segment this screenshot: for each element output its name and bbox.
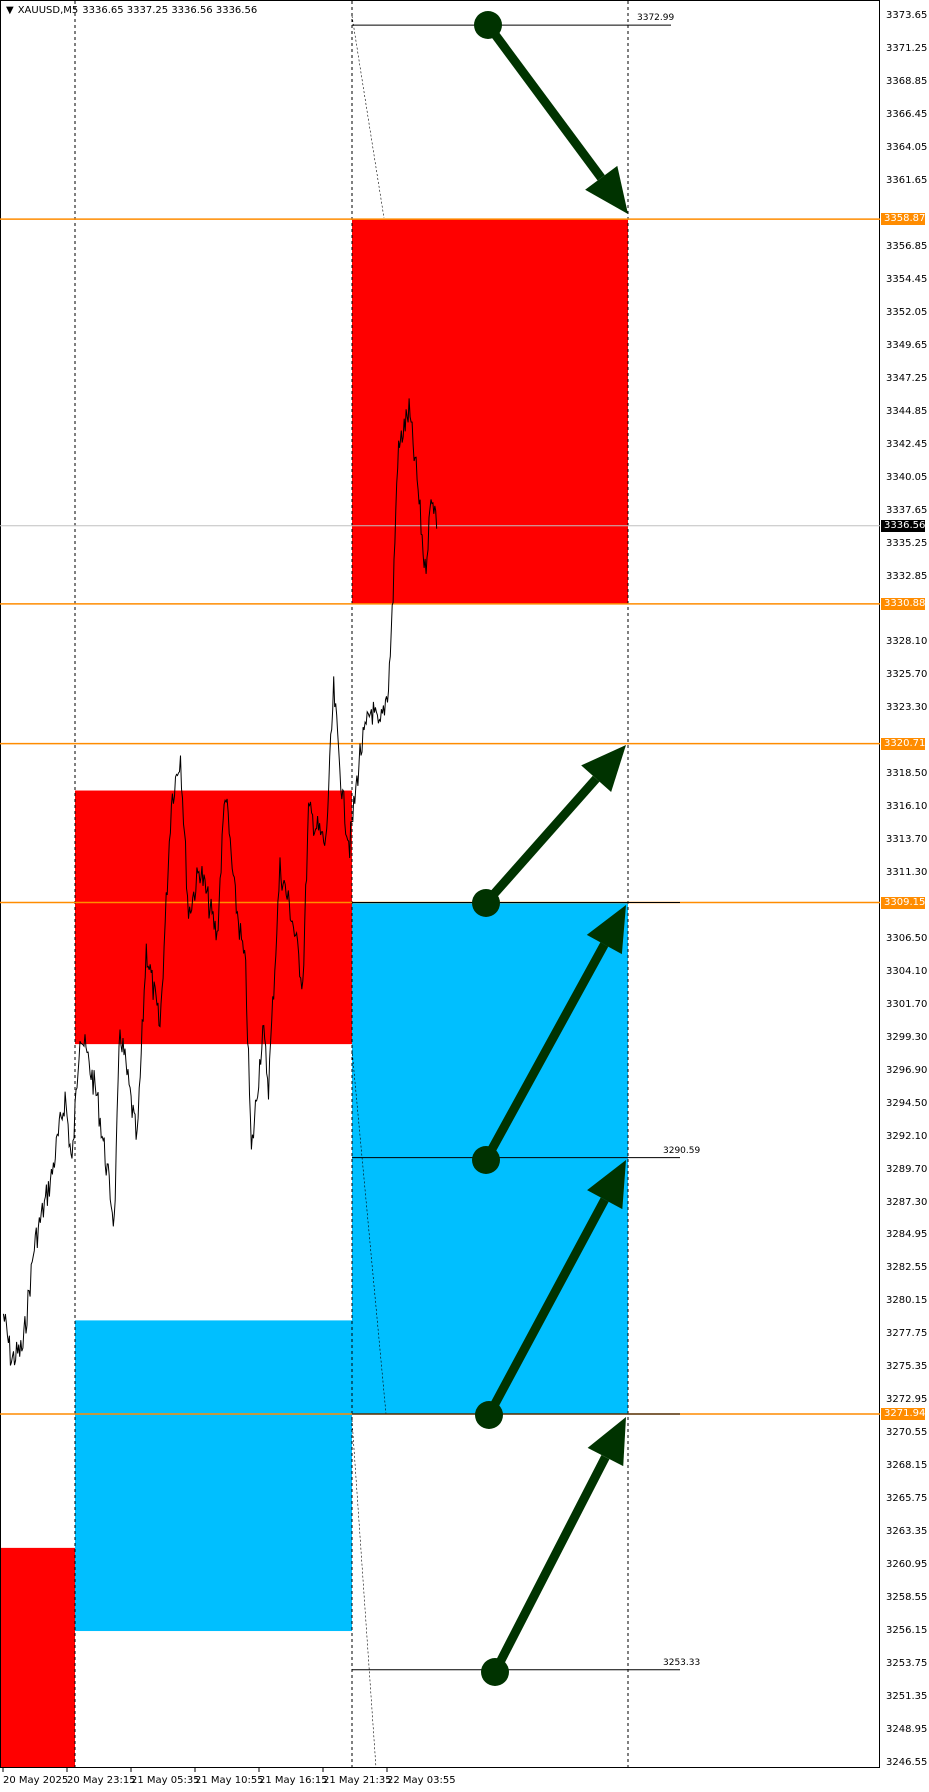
time-axis-label: 21 May 05:35 xyxy=(131,1775,200,1786)
price-axis-label: 3325.70 xyxy=(886,669,928,681)
price-level-tag: 3358.87 xyxy=(881,213,925,226)
trend-arrow[interactable] xyxy=(475,1160,626,1429)
price-axis-label: 3366.45 xyxy=(886,108,928,120)
price-level-tag: 3271.94 xyxy=(881,1408,925,1420)
price-axis-label: 3332.85 xyxy=(886,570,928,582)
trend-arrow[interactable] xyxy=(472,745,626,917)
price-axis-label: 3270.55 xyxy=(886,1427,928,1439)
price-axis-label: 3347.25 xyxy=(886,372,928,384)
price-axis-label: 3284.95 xyxy=(886,1229,928,1241)
price-axis-label: 3335.25 xyxy=(886,537,928,549)
arrow-shaft xyxy=(482,775,600,906)
arrow-shaft xyxy=(482,942,609,1163)
price-axis-label: 3316.10 xyxy=(886,801,928,813)
time-axis-label: 21 May 16:15 xyxy=(259,1775,328,1786)
fib-diagonal-line xyxy=(351,15,385,219)
arrow-head xyxy=(581,745,626,792)
price-axis-label: 3368.85 xyxy=(886,75,928,87)
price-axis-label: 3356.85 xyxy=(886,240,928,252)
arrow-shaft xyxy=(485,1197,609,1418)
level-price-label: 3290.59 xyxy=(663,1145,701,1156)
level-price-label: 3372.99 xyxy=(637,13,675,24)
fib-diagonal-line xyxy=(351,1049,387,1415)
price-axis-label: 3287.30 xyxy=(886,1196,928,1208)
price-axis-label: 3296.90 xyxy=(886,1064,928,1076)
arrow-start-dot xyxy=(472,1146,500,1174)
price-axis-label: 3352.05 xyxy=(886,306,928,318)
price-axis-label: 3280.15 xyxy=(886,1295,928,1307)
price-axis-label: 3256.15 xyxy=(886,1625,928,1637)
arrow-start-dot xyxy=(472,889,500,917)
time-axis-label: 20 May 2025 xyxy=(3,1775,69,1786)
price-axis-label: 3275.35 xyxy=(886,1361,928,1373)
price-axis-label: 3340.05 xyxy=(886,471,928,483)
price-level-tag: 3320.71 xyxy=(881,737,925,750)
buy-zone-rect xyxy=(75,1320,352,1632)
ohlc-values: 3336.65 3337.25 3336.56 3336.56 xyxy=(82,5,258,16)
price-axis-label: 3373.65 xyxy=(886,10,928,21)
trend-arrow[interactable] xyxy=(474,11,628,214)
price-axis-label: 3364.05 xyxy=(886,141,928,153)
price-axis-label: 3272.95 xyxy=(886,1394,928,1406)
time-axis-label: 21 May 21:35 xyxy=(323,1775,392,1786)
arrow-shaft xyxy=(490,1454,610,1675)
time-axis-label: 20 May 23:15 xyxy=(67,1775,136,1786)
price-axis-label: 3299.30 xyxy=(886,1031,928,1043)
price-axis-label: 3282.55 xyxy=(886,1262,928,1274)
arrow-head xyxy=(587,1160,626,1210)
price-axis-label: 3289.70 xyxy=(886,1163,928,1175)
price-axis-label: 3258.55 xyxy=(886,1592,928,1604)
price-axis-label: 3253.75 xyxy=(886,1658,928,1670)
price-axis-label: 3342.45 xyxy=(886,438,928,450)
price-axis-label: 3313.70 xyxy=(886,834,928,845)
price-level-tag: 3309.15 xyxy=(881,896,925,909)
price-axis-label: 3318.50 xyxy=(886,768,928,780)
arrow-start-dot xyxy=(474,11,502,39)
price-axis-label: 3292.10 xyxy=(886,1130,928,1142)
price-axis-label: 3306.50 xyxy=(886,932,928,944)
price-axis-label: 3354.45 xyxy=(886,273,928,285)
symbol-label: XAUUSD,M5 xyxy=(17,5,79,16)
price-axis-label: 3349.65 xyxy=(886,339,928,351)
price-axis-label: 3304.10 xyxy=(886,965,928,977)
price-axis-label: 3265.75 xyxy=(886,1493,928,1505)
level-price-label: 3253.33 xyxy=(663,1657,701,1668)
arrow-start-dot xyxy=(475,1401,503,1429)
price-axis-label: 3248.95 xyxy=(886,1724,928,1735)
price-axis-label: 3371.25 xyxy=(886,42,928,54)
arrow-shaft xyxy=(484,22,605,181)
chart-header: ▼ XAUUSD,M5 3336.65 3337.25 3336.56 3336.5… xyxy=(6,5,261,16)
price-level-tag: 3330.88 xyxy=(881,597,925,610)
sell-zone-rect xyxy=(352,219,628,604)
arrow-head xyxy=(585,165,628,214)
price-axis-label: 3251.35 xyxy=(886,1691,928,1702)
arrow-head xyxy=(587,1417,626,1467)
time-axis-label: 22 May 03:55 xyxy=(387,1775,456,1786)
trend-arrow[interactable] xyxy=(472,905,626,1174)
fib-diagonal-line xyxy=(351,1419,377,1769)
time-axis-label: 21 May 10:55 xyxy=(195,1775,264,1786)
chart-frame xyxy=(0,0,880,1768)
dropdown-triangle-icon[interactable]: ▼ xyxy=(6,5,14,16)
arrow-head xyxy=(586,905,626,955)
price-axis-label: 3361.65 xyxy=(886,174,928,186)
price-axis-label: 3277.75 xyxy=(886,1328,928,1340)
arrow-start-dot xyxy=(481,1658,509,1686)
current-price-tag: 3336.56 xyxy=(881,519,925,532)
price-axis-label: 3328.10 xyxy=(886,636,928,648)
price-candles xyxy=(2,398,438,1366)
price-axis-label: 3263.35 xyxy=(886,1526,928,1538)
sell-zone-rect xyxy=(0,1547,75,1768)
price-axis-label: 3260.95 xyxy=(886,1559,928,1571)
trend-arrow[interactable] xyxy=(481,1417,626,1686)
price-axis-label: 3337.65 xyxy=(886,504,928,516)
price-axis-label: 3323.30 xyxy=(886,702,928,714)
price-axis-label: 3344.85 xyxy=(886,405,928,417)
price-axis-label: 3311.30 xyxy=(886,867,928,878)
price-axis-label: 3301.70 xyxy=(886,998,928,1010)
price-axis-label: 3246.55 xyxy=(886,1756,928,1768)
price-axis-label: 3294.50 xyxy=(886,1097,928,1109)
price-axis-label: 3268.15 xyxy=(886,1460,928,1472)
